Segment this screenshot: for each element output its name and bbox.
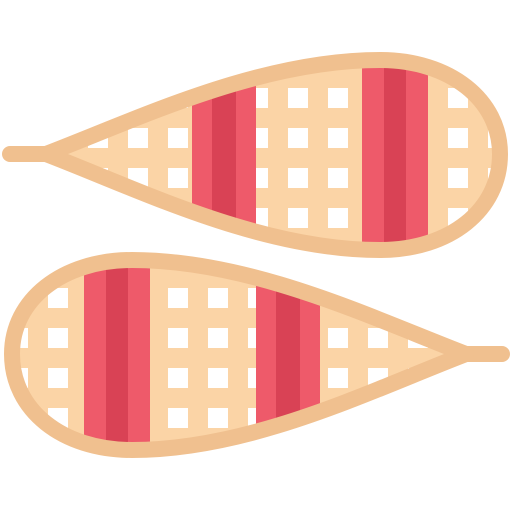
snowshoe-top-frame: [38, 52, 508, 258]
snowshoe-bottom-frame: [4, 252, 474, 458]
snowshoe-top: [2, 52, 508, 258]
snowshoe-bottom: [4, 252, 510, 458]
